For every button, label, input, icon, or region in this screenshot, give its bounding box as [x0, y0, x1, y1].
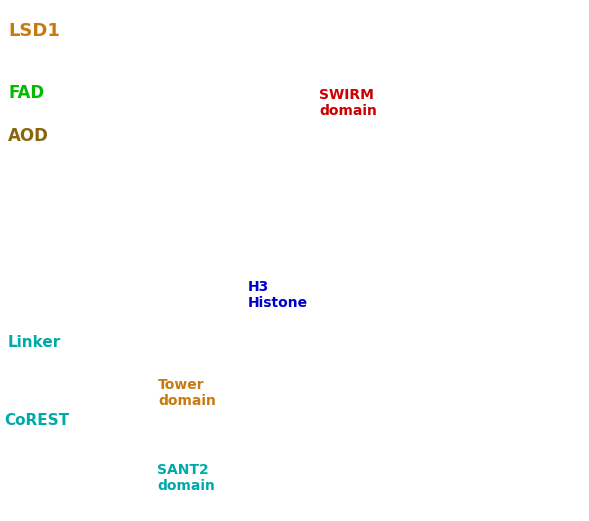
Text: SWIRM
domain: SWIRM domain [319, 88, 377, 118]
Text: Linker: Linker [8, 335, 61, 350]
Text: AOD: AOD [8, 127, 49, 145]
Text: FAD: FAD [8, 84, 44, 102]
Text: Tower
domain: Tower domain [158, 378, 216, 408]
Text: LSD1: LSD1 [8, 22, 60, 40]
Text: SANT2
domain: SANT2 domain [157, 463, 215, 493]
Text: H3
Histone: H3 Histone [248, 280, 308, 310]
Text: CoREST: CoREST [4, 413, 69, 428]
